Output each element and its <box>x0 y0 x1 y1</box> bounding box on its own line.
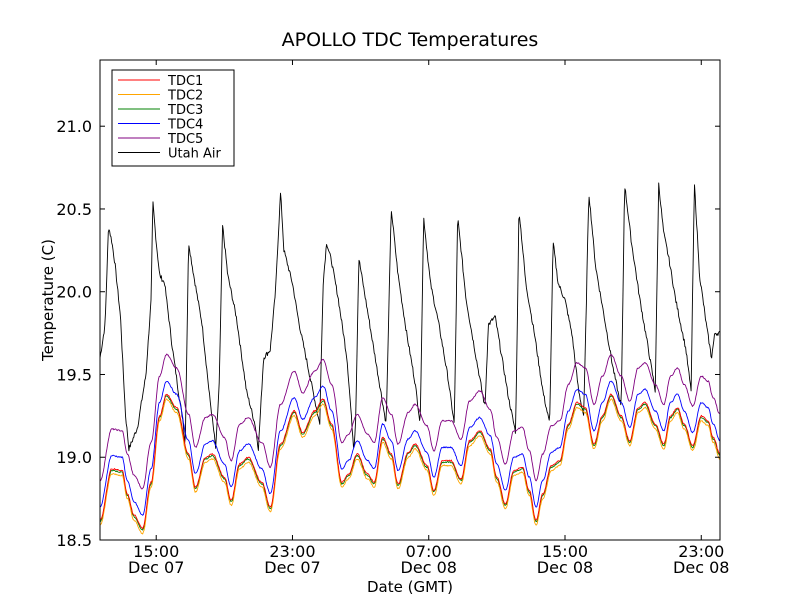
series-line-tdc5 <box>99 353 721 490</box>
x-tick-date-label: Dec 08 <box>401 558 457 577</box>
series-line-tdc2 <box>99 398 721 535</box>
series-line-utah-air <box>99 182 721 452</box>
legend-label-tdc2: TDC2 <box>167 89 203 104</box>
x-axis-label: Date (GMT) <box>367 578 453 596</box>
x-tick-date-label: Dec 07 <box>264 558 320 577</box>
y-axis: 18.5 19.0 19.5 20.0 20.5 21.0 <box>56 117 720 550</box>
x-tick-time-label: 23:00 <box>678 542 724 561</box>
y-tick-label: 20.0 <box>56 283 92 302</box>
y-axis-label: Temperature (C) <box>39 239 57 362</box>
x-tick-time-label: 15:00 <box>542 542 588 561</box>
y-tick-label: 19.0 <box>56 448 92 467</box>
x-tick-date-label: Dec 07 <box>128 558 184 577</box>
legend-label-tdc5: TDC5 <box>167 132 203 147</box>
chart-title: APOLLO TDC Temperatures <box>282 29 539 51</box>
x-tick-time-label: 07:00 <box>406 542 452 561</box>
legend-label-utah-air: Utah Air <box>168 147 221 162</box>
y-tick-label: 20.5 <box>56 200 92 219</box>
plot-frame <box>99 59 721 541</box>
legend-label-tdc1: TDC1 <box>167 74 203 89</box>
y-tick-label: 21.0 <box>56 117 92 136</box>
series-layer <box>99 182 721 535</box>
series-line-tdc4 <box>99 380 721 516</box>
legend-box <box>111 69 235 167</box>
x-tick-date-label: Dec 08 <box>537 558 593 577</box>
x-tick-date-label: Dec 08 <box>673 558 729 577</box>
y-tick-label: 19.5 <box>56 365 92 384</box>
legend-label-tdc4: TDC4 <box>167 118 203 133</box>
x-tick-time-label: 23:00 <box>269 542 315 561</box>
legend-label-tdc3: TDC3 <box>167 103 203 118</box>
y-tick-label: 18.5 <box>56 531 92 550</box>
series-line-tdc1 <box>99 393 721 530</box>
x-tick-time-label: 15:00 <box>133 542 179 561</box>
